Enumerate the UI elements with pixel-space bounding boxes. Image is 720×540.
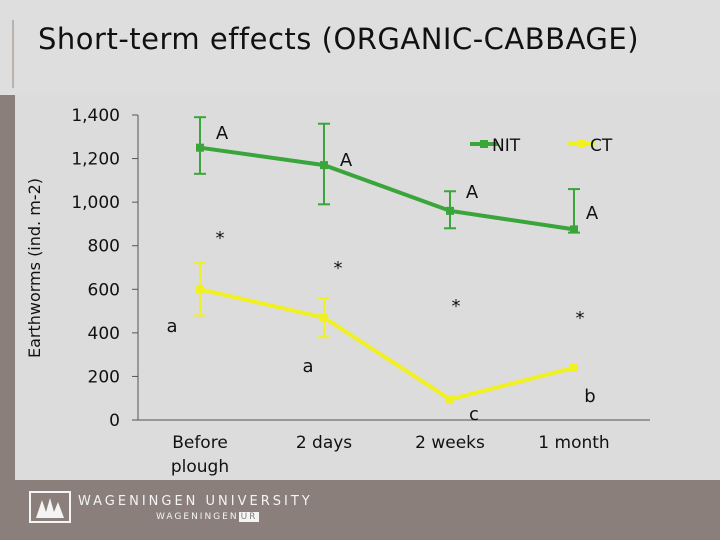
significance-marker: * [216, 228, 225, 249]
significance-marker: * [334, 258, 343, 279]
nit-letter: A [216, 123, 229, 144]
legend-marker-nit [480, 140, 488, 148]
logo-ur-text: WAGENINGEN UR [156, 512, 260, 522]
series-line-nit [199, 145, 575, 232]
ct-letter: a [302, 356, 313, 377]
data-point-ct [320, 313, 328, 322]
page-title: Short-term effects (ORGANIC-CABBAGE) [38, 22, 640, 56]
x-tick-label: Before [172, 433, 228, 453]
data-point-nit [320, 161, 328, 170]
logo-university-text: WAGENINGEN UNIVERSITY [78, 494, 313, 509]
y-tick-label: 1,200 [71, 150, 120, 170]
nit-letter: A [340, 150, 353, 171]
nit-letter: A [466, 182, 479, 203]
wageningen-logo-icon [29, 491, 71, 523]
ct-letter: a [166, 316, 177, 337]
y-tick-label: 200 [88, 367, 120, 387]
series-line-ct [199, 287, 575, 402]
legend-label-ct: CT [590, 136, 613, 156]
y-tick-label: 0 [109, 411, 120, 431]
data-point-nit [570, 225, 578, 234]
y-axis-label: Earthworms (ind. m-2) [25, 178, 44, 358]
x-tick-label: 1 month [538, 433, 609, 453]
data-point-ct [570, 363, 578, 372]
y-tick-label: 800 [88, 237, 120, 257]
y-tick-label: 1,400 [71, 106, 120, 126]
title-band [0, 0, 720, 95]
y-tick-label: 400 [88, 324, 120, 344]
title-divider [12, 20, 14, 88]
data-point-nit [196, 143, 204, 152]
x-tick-label: 2 days [296, 433, 352, 453]
y-tick-label: 600 [88, 280, 120, 300]
significance-marker: * [576, 308, 585, 329]
plot-panel [15, 95, 720, 480]
data-point-nit [446, 206, 454, 215]
x-tick-label: plough [171, 457, 229, 477]
data-point-ct [446, 395, 454, 404]
ct-letter: c [469, 404, 479, 425]
x-tick-label: 2 weeks [415, 433, 485, 453]
y-tick-label: 1,000 [71, 193, 120, 213]
nit-letter: A [586, 203, 599, 224]
ct-letter: b [584, 386, 595, 407]
legend-marker-ct [578, 140, 586, 148]
data-point-ct [196, 285, 204, 294]
legend-label-nit: NIT [492, 136, 521, 156]
significance-marker: * [452, 296, 461, 317]
